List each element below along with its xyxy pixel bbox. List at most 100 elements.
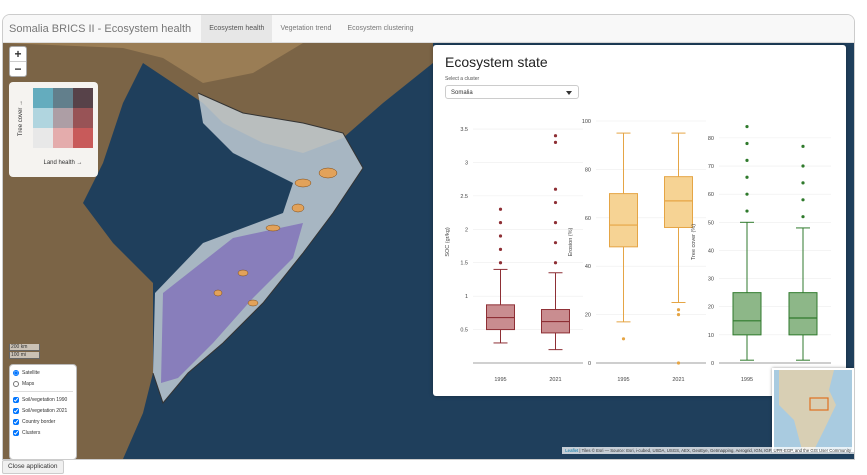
y-tick-label: 3.5 [460, 127, 468, 133]
country-border [152, 92, 364, 405]
cluster-select[interactable]: Somalia [445, 85, 579, 99]
tab[interactable]: Vegetation trend [280, 25, 332, 32]
y-tick-label: 60 [585, 216, 591, 222]
cluster-region [161, 223, 303, 383]
box [732, 292, 762, 336]
overlay-option[interactable]: Soil/vegetation 1990 [13, 394, 73, 405]
y-tick-label: 80 [585, 167, 591, 173]
zoom-out[interactable]: − [10, 61, 26, 76]
y-tick-label: 40 [708, 248, 714, 254]
x-tick-label: 1995 [494, 377, 506, 383]
y-tick-label: 50 [708, 220, 714, 226]
layer-option[interactable]: Maps [13, 378, 73, 389]
bivariate-legend: Tree cover → Land health → [9, 82, 98, 177]
y-tick-label: 40 [585, 264, 591, 270]
overlay-label: Clusters [22, 429, 41, 436]
clusters [213, 167, 338, 307]
y-axis-label: SOC (gr/kg) [445, 227, 451, 257]
minimap[interactable] [772, 368, 854, 452]
y-tick-label: 1 [465, 294, 468, 300]
panel-title: Ecosystem state [445, 54, 548, 70]
outlier [498, 261, 503, 265]
y-tick-label: 3 [465, 160, 468, 166]
outlier [498, 234, 503, 238]
zoom-control: + − [9, 46, 27, 77]
outlier [745, 192, 749, 196]
y-tick-label: 100 [582, 119, 591, 125]
outlier [553, 140, 558, 144]
outlier [801, 164, 805, 168]
y-tick-label: 20 [708, 305, 714, 311]
outlier [745, 125, 749, 129]
y-tick-label: 80 [708, 136, 714, 142]
outlier [801, 181, 805, 185]
outlier [498, 247, 503, 251]
outlier [553, 241, 558, 245]
select-label: Select a cluster [445, 76, 480, 82]
y-tick-label: 2.5 [460, 194, 468, 200]
legend-y-label: Tree cover → [18, 100, 24, 136]
land-arabia [3, 43, 303, 83]
scale-mi: 100 mi [9, 352, 40, 359]
select-value: Somalia [451, 90, 473, 96]
overlay-label: Country border [22, 418, 56, 425]
outlier [498, 221, 503, 225]
navbar: Somalia BRICS II - Ecosystem health Ecos… [3, 15, 854, 43]
y-tick-label: 1.5 [460, 261, 468, 267]
outlier [801, 144, 805, 148]
outlier [676, 308, 681, 312]
box [788, 292, 818, 336]
layer-option[interactable]: Satellite [13, 367, 73, 378]
x-tick-label: 1995 [617, 377, 629, 383]
outlier [553, 200, 558, 205]
y-axis-label: Erosion (%) [568, 227, 574, 256]
leaflet-link[interactable]: Leaflet [565, 448, 579, 453]
outlier [745, 175, 749, 179]
outlier [553, 134, 558, 138]
box-plots: 0.5 1 1.5 2 2.5 3 3.5 SOC (gr/kg) 1995 2021 0 20 40 6… [445, 119, 831, 383]
y-tick-label: 30 [708, 277, 714, 283]
outlier [801, 198, 805, 202]
legend-x-label: Land health → [43, 160, 82, 166]
y-tick-label: 20 [585, 313, 591, 319]
y-tick-label: 0 [588, 361, 591, 367]
outlier [801, 215, 805, 219]
outlier [553, 221, 558, 225]
app-title: Somalia BRICS II - Ecosystem health [9, 22, 192, 35]
zoom-in[interactable]: + [14, 47, 22, 61]
ecosystem-panel: 0.5 1 1.5 2 2.5 3 3.5 SOC (gr/kg) 1995 2021 0 20 40 6… [433, 45, 846, 396]
scale-bar: 200 km 100 mi [9, 344, 40, 360]
y-tick-label: 70 [708, 164, 714, 170]
outlier [498, 207, 503, 211]
outlier [553, 187, 558, 191]
outlier [676, 313, 681, 317]
overlay-label: Soil/vegetation 2021 [22, 407, 68, 414]
outlier [553, 261, 558, 265]
y-tick-label: 2 [465, 227, 468, 233]
y-tick-label: 0.5 [460, 328, 468, 334]
attribution: Leaflet | Tiles © Esri — Source: Esri, i… [562, 447, 854, 454]
tab[interactable]: Ecosystem clustering [347, 25, 414, 32]
x-tick-label: 1995 [741, 377, 753, 383]
scale-km: 200 km [9, 344, 40, 351]
outlier [745, 158, 749, 162]
y-axis-label: Tree cover (%) [691, 224, 697, 260]
x-tick-label: 2021 [672, 377, 684, 383]
layer-label: Maps [22, 380, 35, 387]
outlier [621, 337, 626, 341]
minimap-graphic [774, 370, 852, 450]
land [3, 43, 433, 459]
overlay-option[interactable]: Soil/vegetation 2021 [13, 405, 73, 416]
attribution-text: | Tiles © Esri — Source: Esri, i-cubed, … [579, 448, 851, 453]
overlay-option[interactable]: Country border [13, 416, 73, 427]
y-tick-label: 10 [708, 333, 714, 339]
outlier [676, 361, 681, 365]
layer-control: Satellite Maps Soil/vegetation 1990 Soil… [9, 364, 77, 459]
outlier [745, 141, 749, 146]
app-frame: Somalia BRICS II - Ecosystem health Ecos… [2, 14, 855, 460]
overlay-option[interactable]: Clusters [13, 427, 73, 438]
tab[interactable]: Ecosystem health [201, 15, 273, 42]
box [609, 193, 638, 248]
close-button[interactable]: Close application [2, 460, 64, 474]
